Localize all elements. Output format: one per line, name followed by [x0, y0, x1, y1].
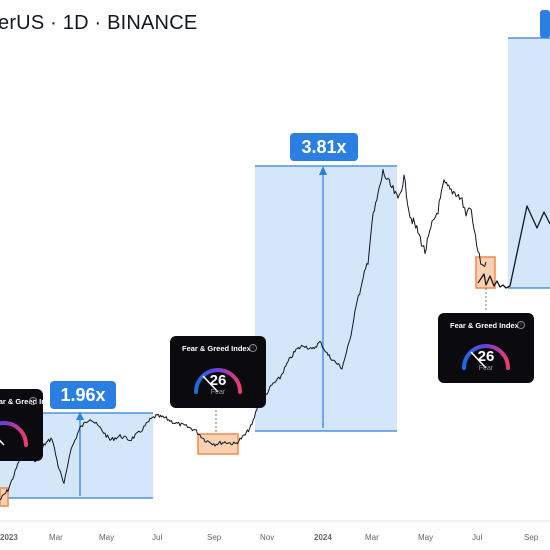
x-tick-label: 2023 — [0, 533, 18, 542]
fear-box-1 — [0, 487, 9, 507]
multiplier-badge-1: 1.96x — [50, 381, 116, 409]
x-tick-label: 2024 — [314, 533, 332, 542]
fear-greed-title: Fear & Greed Index — [0, 397, 43, 406]
fear-greed-label: Fear — [478, 365, 494, 372]
x-tick-label: Jul — [472, 533, 483, 542]
info-icon: i — [249, 344, 257, 352]
info-icon: i — [517, 321, 525, 329]
fear-greed-gauge — [0, 421, 28, 447]
x-tick-label: Jul — [152, 533, 163, 542]
range-highlight-2 — [255, 166, 397, 431]
fear-greed-value: 26 — [209, 372, 227, 389]
x-tick-label: Nov — [260, 533, 275, 542]
fear-greed-title: Fear & Greed Index — [182, 344, 251, 353]
fear-greed-label: Fear — [210, 389, 226, 396]
badge-partial-3 — [540, 10, 550, 38]
x-tick-label: May — [99, 533, 115, 542]
x-tick-label: Mar — [49, 533, 63, 542]
fear-greed-value: 26 — [477, 348, 495, 365]
projection-line — [477, 205, 550, 289]
x-tick-label: Sep — [524, 533, 539, 542]
fear-greed-gauge — [194, 368, 242, 394]
fear-greed-value: 3 — [0, 425, 11, 442]
fear-greed-card-2: Fear & Greed Index i 26 Fear — [170, 336, 266, 408]
multiplier-badge-2: 3.81x — [290, 133, 358, 161]
x-tick-label: Mar — [365, 533, 379, 542]
fear-greed-card-1: Fear & Greed Index i 3 — [0, 389, 43, 461]
x-tick-label: May — [418, 533, 434, 542]
fear-greed-card-3: Fear & Greed Index i 26 Fear — [438, 313, 534, 383]
range-arrowhead-1 — [76, 412, 84, 420]
fear-greed-title: Fear & Greed Index — [450, 321, 519, 330]
x-tick-label: Sep — [207, 533, 222, 542]
price-series-line — [0, 168, 487, 501]
range-arrowhead-2 — [319, 166, 327, 175]
info-icon: i — [29, 397, 37, 405]
fear-box-3 — [475, 256, 496, 289]
chart-title: erUS · 1D · BINANCE — [0, 12, 198, 34]
range-highlight-3 — [508, 38, 550, 288]
fear-greed-gauge — [462, 344, 510, 370]
